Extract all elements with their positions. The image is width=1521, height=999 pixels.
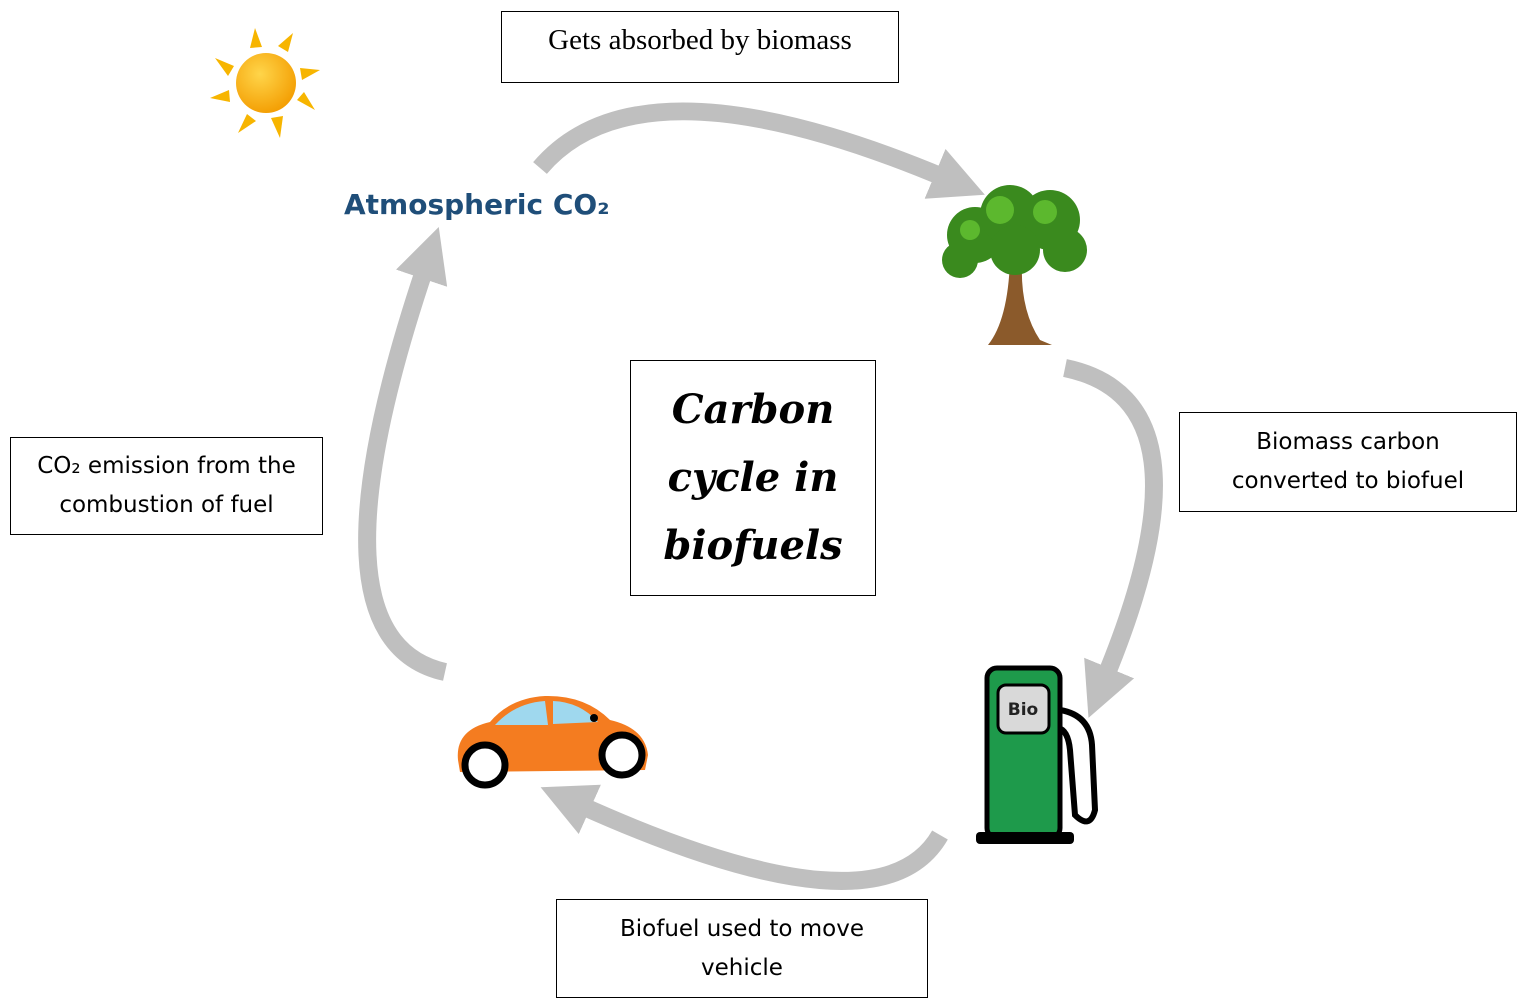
- sun: [210, 28, 320, 138]
- pump-label: Bio: [1008, 700, 1038, 720]
- arrow: [533, 102, 985, 199]
- step-box: Biomass carbon converted to biofuel: [1179, 412, 1517, 512]
- tree: [942, 185, 1087, 345]
- arrow: [358, 227, 448, 681]
- center-title: Carbon cycle in biofuels: [630, 360, 876, 596]
- step-box: CO₂ emission from the combustion of fuel: [10, 437, 323, 535]
- node-label: Atmospheric CO₂: [344, 188, 610, 221]
- step-box: Gets absorbed by biomass: [501, 11, 899, 83]
- arrow: [540, 784, 948, 890]
- fuel-pump: Bio: [976, 665, 1099, 844]
- cycle-arrows: [358, 102, 1163, 890]
- arrow: [1063, 359, 1163, 718]
- step-box: Biofuel used to move vehicle: [556, 899, 928, 998]
- car: [457, 695, 648, 789]
